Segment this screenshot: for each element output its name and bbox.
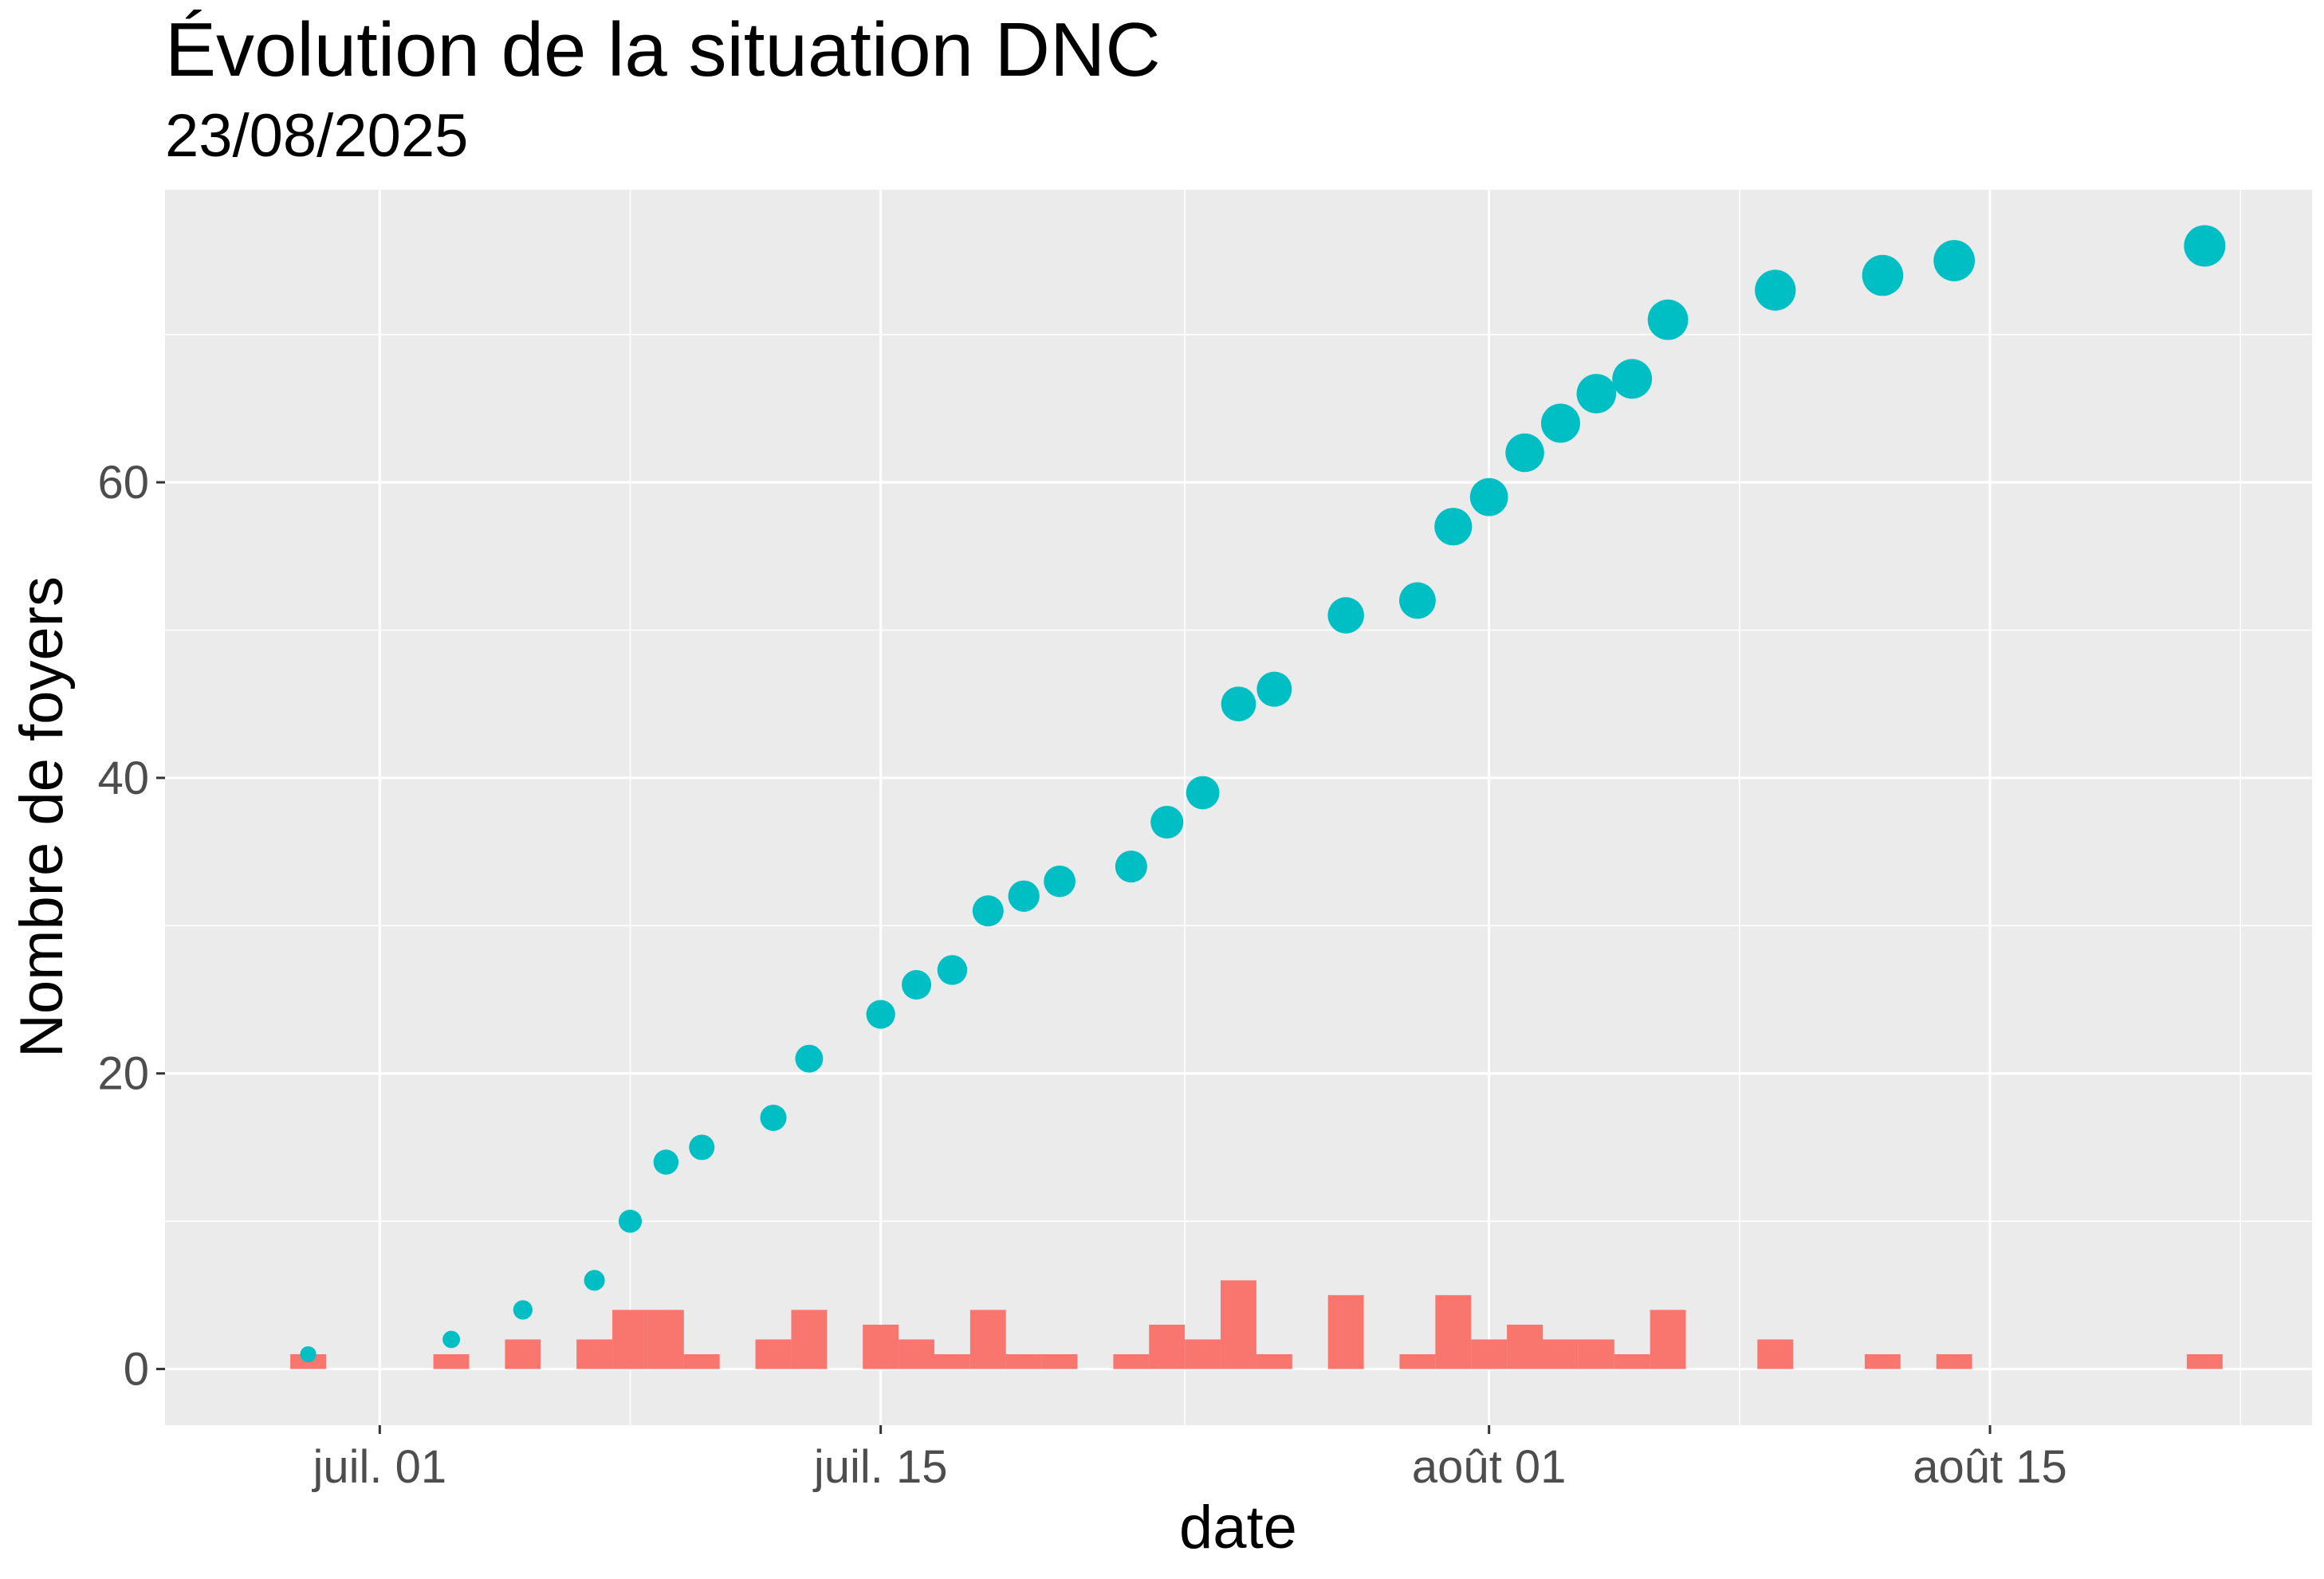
data-point [1612,359,1653,399]
data-point [1256,671,1292,707]
data-point [1150,805,1184,839]
bar [505,1339,541,1369]
data-point [689,1134,715,1161]
data-point [300,1345,317,1363]
bar [1757,1339,1794,1369]
data-point [618,1209,643,1233]
chart-title: Évolution de la situation DNC [165,7,1161,92]
bar [1221,1280,1256,1369]
bar [683,1354,720,1369]
bar [1578,1339,1614,1369]
bar [1614,1354,1650,1369]
bar [1005,1354,1042,1369]
data-point [1434,508,1473,546]
y-tick-label: 0 [124,1344,149,1396]
data-point [1505,433,1544,473]
x-tick-label: juil. 01 [311,1441,446,1493]
data-point [866,1000,895,1029]
bar [791,1310,828,1369]
data-point [513,1300,533,1320]
y-tick-label: 40 [97,752,149,804]
data-point [1115,850,1147,883]
bar [1864,1354,1901,1369]
data-point [760,1104,787,1131]
bar [899,1339,934,1369]
data-point [1933,240,1976,281]
data-point [1327,597,1364,634]
data-point [1221,686,1256,722]
data-point [2184,225,2226,267]
bar [863,1324,899,1369]
data-point [1647,299,1689,340]
point-series [300,225,2226,1363]
bar-series [290,1280,2223,1369]
bar [969,1310,1006,1369]
bar [1113,1354,1150,1369]
data-point [1008,880,1040,912]
data-point [1186,776,1220,810]
bar [612,1310,648,1369]
bar [1936,1354,1972,1369]
y-tick-label: 20 [97,1048,149,1100]
bar [433,1354,470,1369]
plot-panel [165,190,2312,1425]
data-point [972,895,1004,927]
x-tick-label: août 01 [1412,1441,1567,1493]
data-point [795,1044,824,1073]
grid-minor [165,190,2312,1425]
y-axis-title: Nombre de foyers [8,576,76,1058]
x-tick-label: juil. 15 [812,1441,948,1493]
data-point [1755,269,1796,311]
bar [934,1354,970,1369]
data-point [442,1330,460,1349]
chart-subtitle: 23/08/2025 [165,102,468,170]
bar [1507,1324,1543,1369]
bar [576,1339,613,1369]
bar [1435,1294,1472,1369]
bar [1327,1294,1364,1369]
bar [1185,1339,1221,1369]
data-point [1044,865,1075,898]
bar [1256,1354,1292,1369]
y-axis: 0 20 40 60 [97,457,165,1396]
data-point [584,1270,605,1291]
bar [755,1339,792,1369]
data-point [1576,374,1617,414]
data-point [1399,582,1436,619]
data-point [653,1149,679,1175]
bar [1650,1310,1686,1369]
data-point [937,955,968,985]
data-point [902,969,932,1000]
y-tick-label: 60 [97,457,149,509]
x-axis-title: date [1179,1494,1297,1561]
x-tick-label: août 15 [1913,1441,2067,1493]
bar [1543,1339,1579,1369]
bar [2186,1354,2223,1369]
bar [1041,1354,1078,1369]
data-point [1540,403,1580,443]
bar [1399,1354,1436,1369]
bar [1149,1324,1186,1369]
x-axis: juil. 01 juil. 15 août 01 août 15 [311,1425,2067,1493]
bar [647,1310,684,1369]
bar [1471,1339,1508,1369]
data-point [1469,477,1508,517]
data-point [1862,254,1904,297]
